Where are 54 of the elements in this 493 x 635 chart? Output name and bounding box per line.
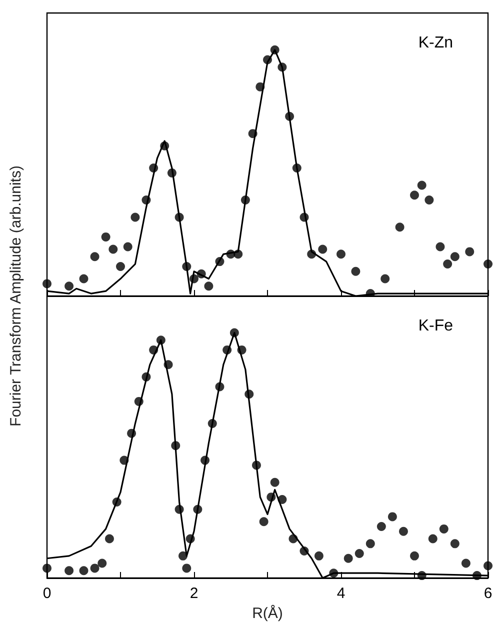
point [450,539,460,548]
point [376,522,386,531]
point [108,244,118,254]
point [90,252,100,262]
point [79,566,88,576]
annotation: K-Fe [418,318,454,334]
point [395,222,404,232]
point [314,551,324,560]
annotation: K-Zn [418,34,453,52]
point [98,558,107,568]
point [318,244,328,254]
x-tick-label: 0 [42,585,52,602]
point [410,551,419,560]
point [64,566,74,576]
point [484,260,492,269]
point [380,274,390,284]
point [42,564,52,573]
point [104,534,114,544]
point [388,512,397,522]
point [354,548,364,558]
point [398,526,408,536]
point [424,196,434,205]
point [123,242,132,252]
point [79,274,88,284]
point [42,279,52,288]
x-axis-title: R(Å) [252,604,283,622]
point [130,212,140,222]
point [182,564,192,573]
point [259,517,268,526]
x-tick-label: 4 [336,585,346,602]
point [443,260,452,269]
point [336,250,346,259]
x-tick-label: 2 [190,585,198,602]
point [461,558,470,568]
point [101,232,110,242]
point [90,564,100,573]
point [417,180,426,190]
point [465,247,474,256]
point [484,561,492,570]
point [428,534,438,544]
point [116,262,125,271]
point [450,252,460,262]
point [351,266,360,276]
point [64,282,74,291]
point [204,282,214,291]
point [410,190,419,200]
point [366,539,375,548]
y-axis-title: Fourier Transform Amplitude (arb.units) [8,166,24,426]
point [178,551,188,560]
x-tick-label: 6 [484,585,492,602]
point [344,554,353,563]
point [270,478,280,487]
point [439,524,448,534]
point [436,242,445,252]
